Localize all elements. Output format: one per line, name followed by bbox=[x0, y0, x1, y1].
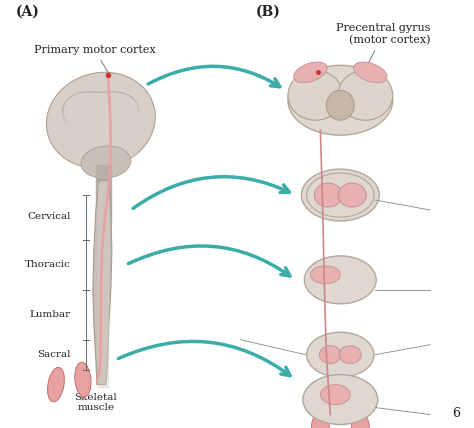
Ellipse shape bbox=[339, 346, 361, 364]
Ellipse shape bbox=[351, 413, 369, 428]
Ellipse shape bbox=[326, 90, 354, 120]
Ellipse shape bbox=[288, 70, 343, 120]
Ellipse shape bbox=[354, 62, 387, 83]
Ellipse shape bbox=[320, 385, 350, 404]
Ellipse shape bbox=[319, 346, 341, 364]
Text: Lumbar: Lumbar bbox=[30, 310, 71, 319]
Ellipse shape bbox=[314, 183, 342, 207]
Ellipse shape bbox=[47, 367, 64, 402]
Ellipse shape bbox=[310, 266, 340, 284]
Text: Precentral gyrus
(motor cortex): Precentral gyrus (motor cortex) bbox=[336, 24, 430, 73]
Text: (B): (B) bbox=[255, 4, 281, 18]
Text: Primary motor cortex: Primary motor cortex bbox=[34, 45, 156, 73]
Ellipse shape bbox=[46, 72, 155, 168]
Ellipse shape bbox=[338, 183, 366, 207]
Text: Sacral: Sacral bbox=[37, 350, 71, 359]
Text: (A): (A) bbox=[16, 4, 40, 18]
Ellipse shape bbox=[301, 169, 379, 221]
Text: Cervical: Cervical bbox=[27, 212, 71, 222]
Ellipse shape bbox=[294, 62, 327, 83]
Ellipse shape bbox=[288, 65, 392, 135]
Polygon shape bbox=[93, 180, 112, 385]
Ellipse shape bbox=[304, 256, 376, 304]
Text: Skeletal
muscle: Skeletal muscle bbox=[74, 392, 117, 412]
Ellipse shape bbox=[307, 332, 374, 377]
Ellipse shape bbox=[311, 413, 329, 428]
Text: Thoracic: Thoracic bbox=[25, 260, 71, 269]
Ellipse shape bbox=[303, 374, 378, 425]
Ellipse shape bbox=[75, 362, 91, 397]
Ellipse shape bbox=[81, 146, 131, 178]
Text: 6: 6 bbox=[452, 407, 460, 419]
Ellipse shape bbox=[338, 70, 392, 120]
